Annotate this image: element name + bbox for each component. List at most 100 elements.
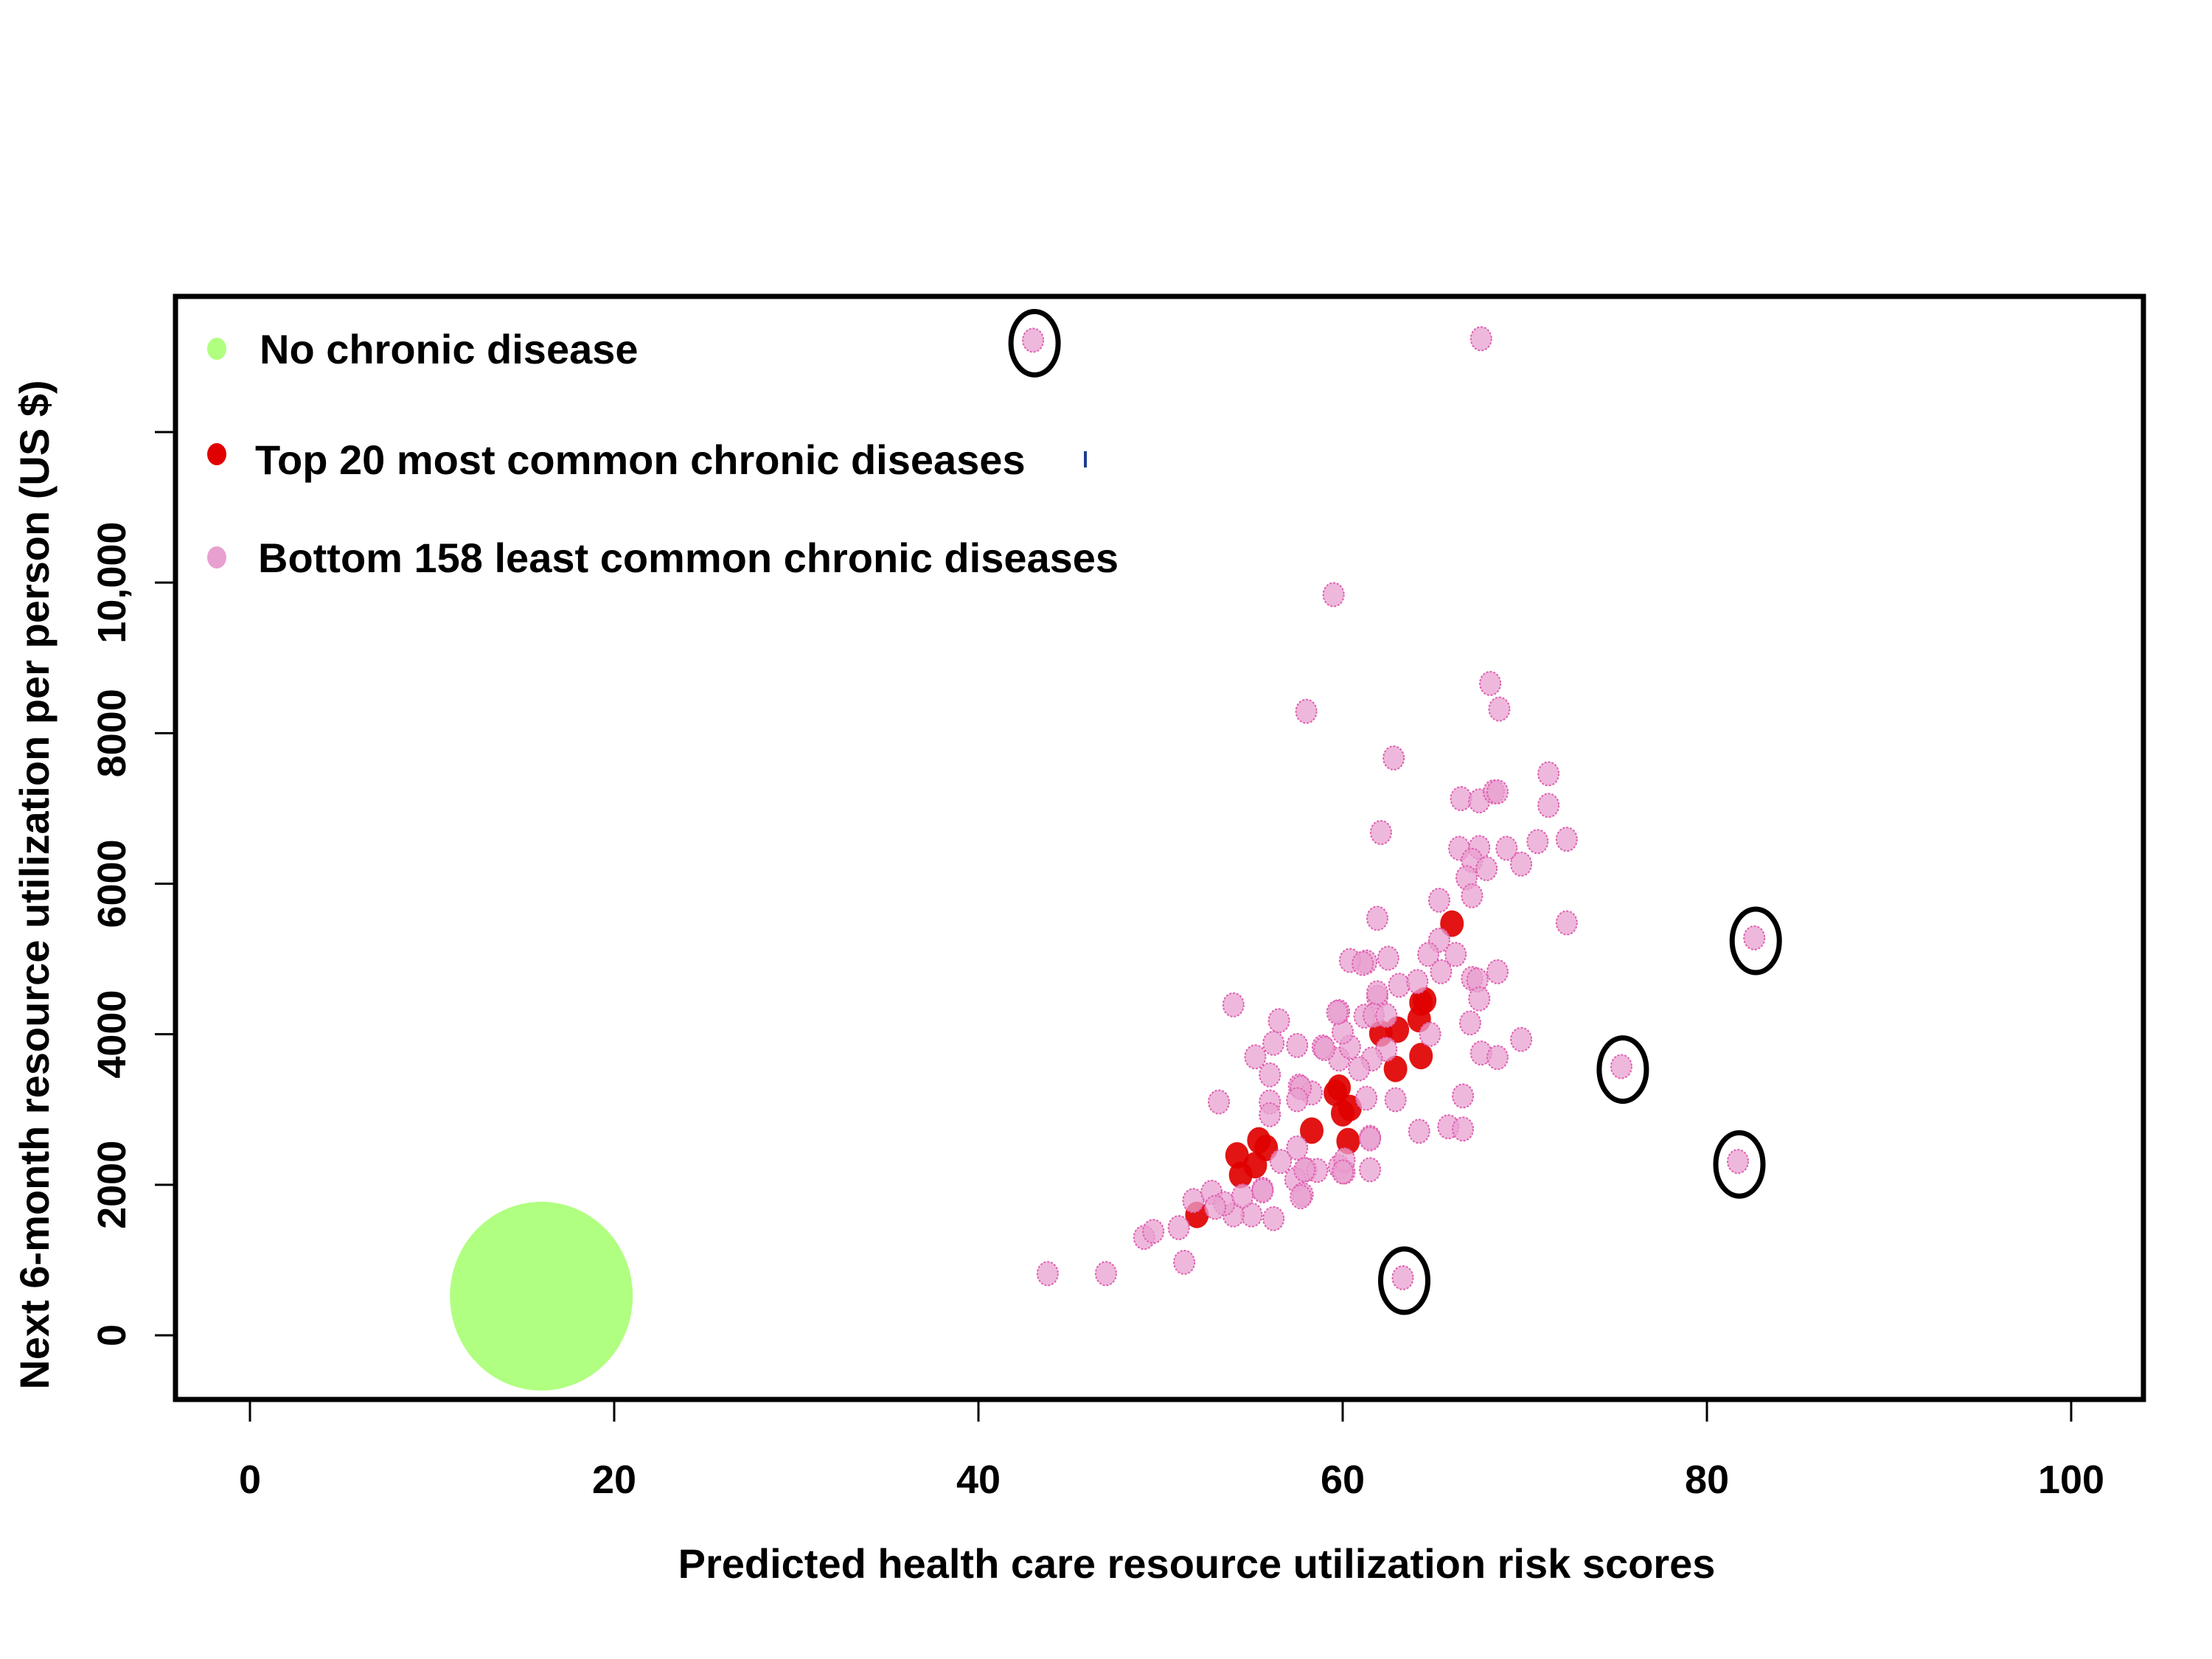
top20-point [1409,1043,1433,1070]
no-chronic-disease-point [450,1201,633,1391]
top20-point [1228,1161,1253,1189]
bottom158-point [1391,1265,1414,1290]
legend-item-top20: Top 20 most common chronic diseases [207,437,1026,483]
bottom158-point [1417,942,1440,967]
bottom158-point [1486,959,1509,984]
plot-frame [173,293,2146,1402]
bottom158-point [1486,1045,1509,1071]
bottom158-point [1208,1089,1231,1115]
x-tick-label: 60 [1321,1458,1365,1502]
outlier-highlight-ellipse [1713,1130,1766,1199]
bottom158-point [1352,950,1374,976]
bottom158-point [1259,1102,1281,1127]
x-axis-title: Predicted health care resource utilizati… [678,1540,1716,1587]
y-tick-label: 8000 [90,689,134,777]
bottom158-point [1743,925,1766,950]
y-tick-label: 4000 [90,990,134,1079]
top20-point [1440,910,1464,937]
bottom158-point [1419,1021,1441,1047]
legend-label: No chronic disease [260,326,639,372]
y-tick-label: 10,000 [90,522,134,644]
bottom158-point [1173,1249,1196,1275]
bottom158-point [1355,1085,1378,1111]
bottom158-point [1222,992,1245,1018]
legend-marker-pink [207,546,226,568]
bottom158-point [1313,1036,1336,1062]
bottom158-point [1470,326,1492,352]
bottom158-point [1461,883,1484,908]
bottom158-point [1293,1157,1316,1183]
x-tick-label: 20 [592,1458,636,1502]
x-tick-label: 0 [239,1458,261,1502]
bottom158-point [1022,327,1045,353]
bottom158-point [1475,856,1498,882]
bottom158-point [1427,887,1450,913]
bottom158-point [1455,865,1478,891]
legend: No chronic disease Top 20 most common ch… [207,326,1119,581]
legend-item-bottom158: Bottom 158 least common chronic diseases [207,535,1119,581]
x-axis: 0 20 40 60 80 100 [239,1401,2104,1502]
bottom158-point [1322,582,1345,608]
bottom158-point [1452,1083,1475,1109]
legend-marker-red [207,443,226,465]
bottom158-point [1510,851,1533,877]
highlight-layer [1008,308,1782,1315]
x-tick-label: 100 [2038,1458,2104,1502]
y-tick-label: 6000 [90,839,134,928]
bottom158-point [1259,1062,1281,1088]
bottom158-point [1270,1149,1293,1175]
y-tick-label: 0 [90,1324,134,1346]
bottom158-point [1555,910,1578,936]
top20-point [1383,1055,1408,1082]
y-axis-title: Next 6-month resource utilization per pe… [11,380,58,1389]
bottom158-point [1295,698,1318,724]
bottom158-point [1406,969,1429,995]
bottom158-point [1369,820,1392,846]
bottom158-point [1444,942,1467,967]
x-tick-label: 40 [956,1458,1001,1502]
bottom158-point [1359,1157,1382,1183]
bottom158-point [1286,1032,1309,1058]
bottom158-point [1450,786,1472,812]
y-tick-label: 2000 [90,1141,134,1229]
bottom158-point [1231,1183,1254,1209]
x-tick-label: 80 [1685,1458,1729,1502]
bottom158-point [1430,959,1453,984]
bottom158-point [1332,1159,1354,1185]
bottom158-point [1488,696,1511,722]
legend-marker-green [207,338,226,360]
bottom158-point [1036,1261,1059,1287]
bottom158-point [1408,1119,1430,1144]
legend-label: Bottom 158 least common chronic diseases [258,535,1119,581]
outlier-highlight-ellipse [1596,1035,1649,1105]
bottom158-point [1375,1003,1398,1029]
bottom158-point [1526,829,1549,855]
bottom158-point [1495,835,1518,861]
top20-point [1300,1117,1324,1144]
bottom158-point [1142,1219,1165,1245]
bottom158-point [1610,1054,1632,1079]
series-2 [1022,326,1766,1290]
bottom158-point [1537,793,1560,818]
bottom158-point [1286,1087,1309,1113]
bottom158-point [1267,1008,1290,1034]
bottom158-point [1286,1135,1309,1161]
bottom158-point [1366,905,1388,931]
bottom158-point [1359,1126,1382,1152]
bottom158-point [1384,1087,1407,1113]
bottom158-point [1348,1056,1371,1082]
bottom158-point [1458,1010,1481,1036]
bottom158-point [1468,986,1491,1012]
bottom158-point [1452,1116,1475,1142]
bottom158-point [1251,1178,1274,1203]
bottom158-point [1555,827,1578,852]
bottom158-point [1290,1184,1312,1210]
bottom158-point [1510,1026,1533,1052]
bottom158-point [1479,670,1502,696]
bottom158-point [1262,1030,1285,1056]
bottom158-point [1388,973,1411,998]
bottom158-point [1262,1206,1285,1231]
bottom158-point [1726,1149,1749,1175]
